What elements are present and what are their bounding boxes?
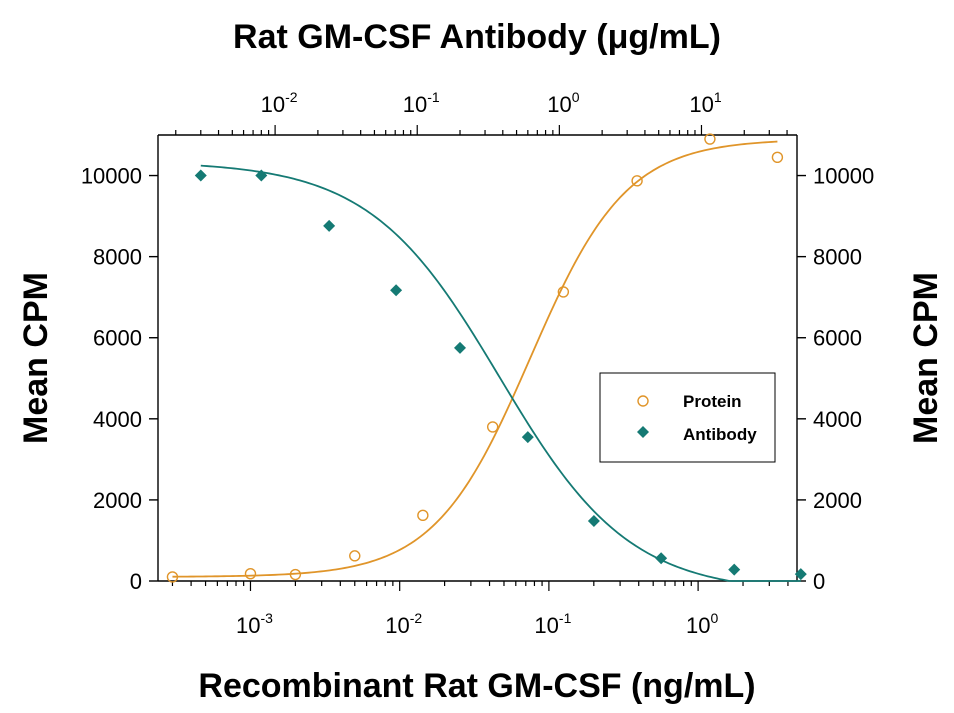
y-tick-label-right: 6000 <box>813 326 862 351</box>
left-y-axis-title: Mean CPM <box>17 272 55 444</box>
legend-antibody-marker <box>637 426 649 438</box>
antibody-point <box>194 169 207 182</box>
protein-point <box>417 509 429 522</box>
top-tick-label: 101 <box>689 89 721 117</box>
y-tick-label-right: 10000 <box>813 164 874 189</box>
top-tick-label: 100 <box>547 89 579 117</box>
legend-box <box>599 372 776 463</box>
antibody-point <box>255 169 268 182</box>
y-tick-label-left: 4000 <box>93 407 142 432</box>
protein-point <box>349 550 361 562</box>
protein-point <box>704 133 716 145</box>
antibody-point <box>587 514 600 527</box>
x-tick-label: 10-1 <box>534 610 571 638</box>
x-tick-label: 100 <box>686 610 718 638</box>
x-axis-title: Recombinant Rat GM-CSF (ng/mL) <box>198 667 755 705</box>
protein-fit-curve <box>172 140 778 578</box>
fit-curves <box>172 140 801 582</box>
antibody-point <box>323 219 336 232</box>
top-axis-title: Rat GM-CSF Antibody (μg/mL) <box>233 18 721 56</box>
protein-point <box>166 571 179 583</box>
legend: Protein Antibody <box>599 372 776 463</box>
antibody-point <box>521 431 534 444</box>
legend-antibody-label: Antibody <box>683 425 757 444</box>
y-tick-label-left: 10000 <box>81 164 142 189</box>
protein-point <box>289 568 302 581</box>
y-tick-label-right: 2000 <box>813 488 862 513</box>
y-tick-label-left: 6000 <box>93 326 142 351</box>
axes-group: 0 0 2000 2000 4000 4000 6000 6000 8000 8000 10000 1… <box>81 89 874 638</box>
protein-point <box>771 151 784 164</box>
y-tick-label-right: 0 <box>813 569 825 594</box>
antibody-point <box>390 284 403 297</box>
antibody-point <box>454 341 467 354</box>
y-tick-label-left: 2000 <box>93 488 142 513</box>
y-tick-label-right: 8000 <box>813 245 862 270</box>
antibody-fit-curve <box>200 164 801 582</box>
right-y-axis-title: Mean CPM <box>907 272 945 444</box>
y-tick-label-right: 4000 <box>813 407 862 432</box>
protein-point <box>631 175 643 187</box>
top-tick-label: 10-1 <box>403 89 440 117</box>
protein-point <box>557 286 570 298</box>
legend-protein-label: Protein <box>683 392 742 411</box>
y-tick-label-left: 0 <box>130 569 142 594</box>
x-tick-label: 10-3 <box>236 610 273 638</box>
legend-protein-marker <box>637 395 649 407</box>
antibody-point <box>655 552 668 565</box>
antibody-point <box>728 563 741 576</box>
y-tick-label-left: 8000 <box>93 245 142 270</box>
antibody-point <box>794 568 807 581</box>
protein-point <box>244 568 257 580</box>
data-points <box>166 133 807 583</box>
x-tick-label: 10-2 <box>385 610 422 638</box>
protein-point <box>486 421 499 433</box>
top-tick-label: 10-2 <box>261 89 298 117</box>
